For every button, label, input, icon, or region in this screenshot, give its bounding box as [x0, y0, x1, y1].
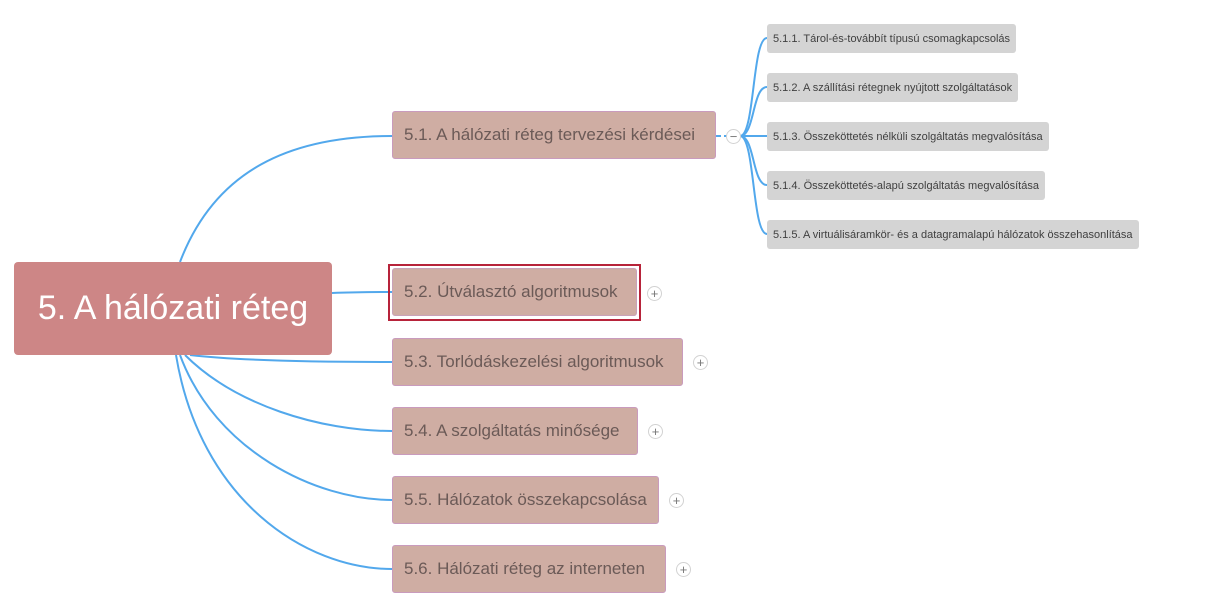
expand-toggle-5-5[interactable]: +	[669, 493, 684, 508]
topic-5-2[interactable]: 5.2. Útválasztó algoritmusok	[392, 268, 637, 316]
subtopic-5-1-1[interactable]: 5.1.1. Tárol-és-továbbít típusú csomagka…	[767, 24, 1017, 53]
subtopic-5-1-2[interactable]: 5.1.2. A szállítási rétegnek nyújtott sz…	[767, 73, 1019, 102]
topic-5-5[interactable]: 5.5. Hálózatok összekapcsolása	[392, 476, 659, 524]
subtopic-5-1-3[interactable]: 5.1.3. Összeköttetés nélküli szolgáltatá…	[767, 122, 1049, 151]
connector-5-1-5	[739, 135, 768, 235]
central-topic[interactable]: 5. A hálózati réteg	[14, 262, 332, 355]
connector-root-5-4	[184, 354, 393, 432]
subtopic-5-1-5[interactable]: 5.1.5. A virtuálisáramkör- és a datagram…	[767, 220, 1139, 249]
topic-5-1[interactable]: 5.1. A hálózati réteg tervezési kérdései	[392, 111, 716, 159]
topic-5-6[interactable]: 5.6. Hálózati réteg az interneten	[392, 545, 666, 593]
connector-5-1-2	[739, 86, 768, 137]
connector-root-5-5	[179, 354, 393, 501]
topic-5-4[interactable]: 5.4. A szolgáltatás minősége	[392, 407, 638, 455]
expand-toggle-5-6[interactable]: +	[676, 562, 691, 577]
connector-root-5-3	[189, 354, 393, 363]
expand-toggle-5-2[interactable]: +	[647, 286, 662, 301]
connector-5-1-1	[739, 37, 768, 137]
connector-root-5-2	[331, 291, 393, 294]
connector-root-5-6	[175, 354, 393, 570]
subtopic-5-1-4[interactable]: 5.1.4. Összeköttetés-alapú szolgáltatás …	[767, 171, 1045, 200]
selection-frame	[388, 264, 641, 321]
connector-root-5-1	[179, 135, 393, 263]
collapse-toggle-5-1[interactable]: −	[726, 129, 741, 144]
expand-toggle-5-4[interactable]: +	[648, 424, 663, 439]
topic-5-3[interactable]: 5.3. Torlódáskezelési algoritmusok	[392, 338, 683, 386]
expand-toggle-5-3[interactable]: +	[693, 355, 708, 370]
